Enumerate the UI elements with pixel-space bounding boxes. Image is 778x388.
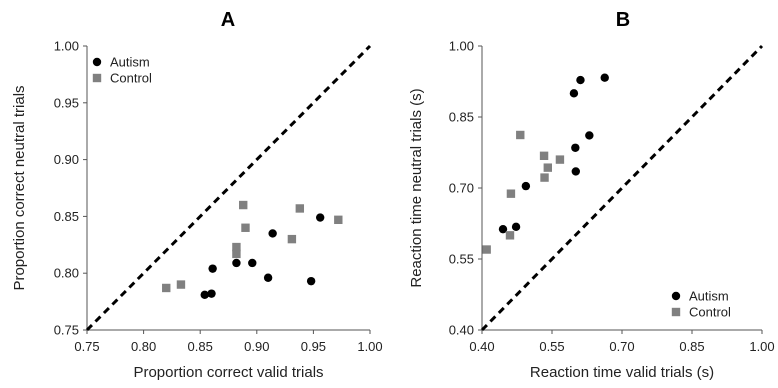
- x-tick-label: 1.00: [357, 339, 382, 354]
- data-point-control: [288, 235, 296, 243]
- data-point-autism: [264, 274, 272, 282]
- x-tick-label: 0.70: [609, 339, 634, 354]
- x-tick-label: 0.85: [188, 339, 213, 354]
- data-point-autism: [585, 131, 593, 139]
- x-tick-label: 0.55: [539, 339, 564, 354]
- data-point-control: [540, 173, 548, 181]
- y-tick-label: 0.40: [449, 323, 474, 338]
- data-point-control: [506, 231, 514, 239]
- y-axis-label: Proportion correct neutral trials: [11, 85, 28, 290]
- data-point-control: [232, 243, 240, 251]
- x-tick-label: 0.85: [679, 339, 704, 354]
- data-point-autism: [248, 259, 256, 267]
- data-point-autism: [307, 277, 315, 285]
- data-point-autism: [208, 264, 216, 272]
- y-tick-label: 1.00: [54, 39, 79, 54]
- y-tick-label: 0.75: [54, 323, 79, 338]
- legend-marker-control: [93, 74, 101, 82]
- y-tick-label: 0.70: [449, 181, 474, 196]
- data-point-autism: [572, 167, 580, 175]
- data-point-control: [507, 189, 515, 197]
- data-point-control: [241, 224, 249, 232]
- data-point-control: [556, 155, 564, 163]
- data-point-control: [482, 245, 490, 253]
- x-axis-label: Proportion correct valid trials: [133, 364, 323, 381]
- data-point-autism: [570, 89, 578, 97]
- data-point-control: [296, 204, 304, 212]
- y-tick-label: 0.95: [54, 95, 79, 110]
- y-axis-label: Reaction time neutral trials (s): [408, 88, 425, 287]
- data-point-autism: [576, 76, 584, 84]
- y-tick-label: 0.55: [449, 252, 474, 267]
- panel-title: B: [616, 9, 630, 31]
- x-tick-label: 0.75: [74, 339, 99, 354]
- data-point-control: [239, 201, 247, 209]
- x-tick-label: 1.00: [749, 339, 774, 354]
- data-point-autism: [571, 144, 579, 152]
- identity-line: [87, 46, 370, 330]
- y-tick-label: 0.85: [449, 110, 474, 125]
- x-tick-label: 0.80: [131, 339, 156, 354]
- data-point-control: [334, 216, 342, 224]
- y-tick-label: 0.90: [54, 152, 79, 167]
- panel-title: A: [221, 9, 235, 31]
- data-point-autism: [522, 182, 530, 190]
- data-point-control: [540, 152, 548, 160]
- data-point-control: [544, 163, 552, 171]
- legend-marker-autism: [672, 292, 680, 300]
- x-tick-label: 0.40: [469, 339, 494, 354]
- data-point-autism: [207, 289, 215, 297]
- x-tick-label: 0.95: [301, 339, 326, 354]
- data-point-autism: [232, 259, 240, 267]
- legend-label: Control: [110, 71, 152, 86]
- data-point-autism: [316, 213, 324, 221]
- legend-label: Control: [689, 305, 731, 320]
- x-axis-label: Reaction time valid trials (s): [530, 364, 714, 381]
- legend-marker-control: [672, 308, 680, 316]
- legend-marker-autism: [93, 58, 101, 66]
- y-tick-label: 0.80: [54, 266, 79, 281]
- legend-label: Autism: [689, 289, 729, 304]
- y-tick-label: 1.00: [449, 39, 474, 54]
- x-tick-label: 0.90: [244, 339, 269, 354]
- legend-label: Autism: [110, 55, 150, 70]
- data-point-control: [177, 280, 185, 288]
- data-point-autism: [512, 223, 520, 231]
- data-point-control: [516, 131, 524, 139]
- data-point-autism: [601, 74, 609, 82]
- data-point-control: [162, 284, 170, 292]
- y-tick-label: 0.85: [54, 209, 79, 224]
- data-point-autism: [268, 229, 276, 237]
